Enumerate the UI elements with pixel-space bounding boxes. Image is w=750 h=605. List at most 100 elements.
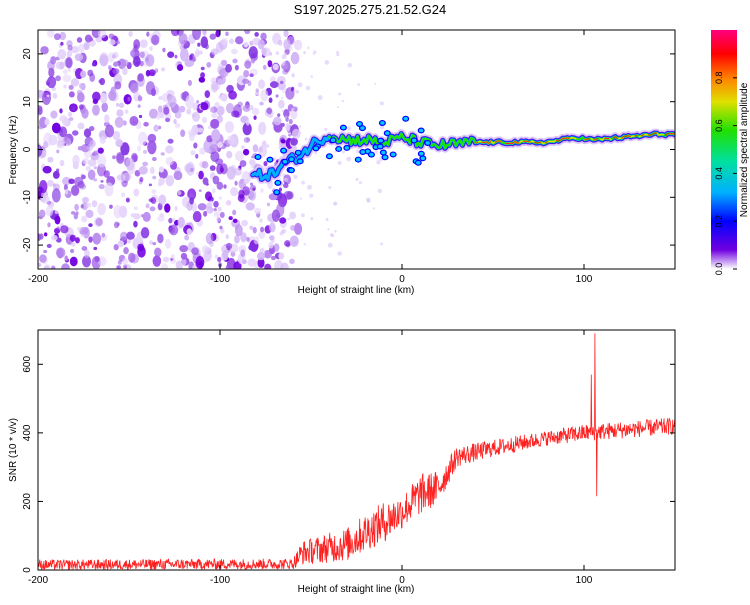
heatmap-sparse-dot (293, 174, 298, 179)
colorbar: 0.0 0.2 0.4 0.6 0.8 Normalized spectral ampl… (711, 30, 750, 275)
heatmap-ridge-blob-core (327, 154, 332, 159)
heatmap-noise-blob (159, 212, 164, 218)
snr-y-tick-label: 600 (22, 356, 33, 373)
heatmap-noise-blob (152, 175, 157, 180)
heatmap-sparse-dot (377, 188, 382, 194)
heatmap-noise-blob (55, 75, 61, 82)
heatmap-noise-blob (234, 180, 238, 186)
heatmap-sparse-dot (299, 197, 302, 200)
heatmap-noise-blob (111, 54, 116, 59)
heatmap-noise-blob (70, 45, 79, 54)
heatmap-ridge-blob-core (378, 144, 383, 149)
heatmap-noise-blob (117, 173, 126, 183)
heatmap-noise-blob (279, 80, 284, 85)
heatmap-noise-blob (223, 184, 227, 189)
heatmap-noise-blob (47, 222, 51, 228)
heatmap-noise-blob (46, 76, 57, 89)
spectrogram-x-ticks: -200 -100 0 100 (28, 30, 593, 285)
heatmap-noise-blob (257, 257, 265, 269)
heatmap-noise-blob (257, 39, 265, 50)
heatmap-noise-blob (293, 39, 303, 51)
heatmap-sparse-dot (372, 207, 375, 210)
heatmap-noise-blob (209, 144, 219, 153)
heatmap-noise-blob (70, 78, 80, 87)
heatmap-noise-blob (97, 30, 107, 39)
heatmap-ridge-blob-core (267, 157, 273, 162)
heatmap-noise-blob (71, 106, 76, 111)
heatmap-noise-blob (76, 37, 83, 43)
heatmap-noise-blob (97, 154, 107, 168)
heatmap-sparse-dot (380, 242, 384, 246)
heatmap-sparse-dot (313, 150, 318, 155)
heatmap-noise-blob (214, 254, 219, 259)
heatmap-ridge-blob-core (380, 121, 385, 125)
heatmap-sparse-dot (337, 160, 342, 165)
heatmap-noise-blob (142, 161, 149, 167)
heatmap-sparse-dot (327, 228, 330, 231)
heatmap-noise-blob (204, 90, 211, 99)
heatmap-noise-blob (275, 94, 279, 98)
heatmap-noise-blob (52, 183, 57, 187)
heatmap-noise-blob (245, 202, 255, 211)
heatmap-noise-blob (145, 203, 150, 209)
heatmap-sparse-dot (336, 50, 339, 54)
heatmap-sparse-dot (310, 217, 314, 221)
heatmap-noise-blob (130, 49, 136, 57)
heatmap-noise-blob (68, 84, 74, 90)
heatmap-noise-blob (249, 225, 254, 230)
heatmap-noise-blob (228, 216, 233, 221)
heatmap-sparse-dot (334, 230, 337, 233)
heatmap-noise-blob (152, 255, 162, 267)
heatmap-noise-blob (125, 197, 130, 203)
heatmap-ridge-blob-core (289, 157, 294, 162)
heatmap-noise-blob (184, 234, 190, 241)
heatmap-noise-blob (51, 87, 56, 91)
heatmap-noise-blob (220, 59, 228, 67)
heatmap-noise-blob (69, 234, 76, 242)
heatmap-noise-blob (75, 237, 80, 244)
heatmap-noise-blob (219, 225, 223, 230)
heatmap-noise-blob (210, 48, 219, 55)
heatmap-noise-blob (273, 116, 282, 126)
heatmap-noise-blob (148, 69, 156, 77)
heatmap-noise-blob (201, 116, 207, 124)
heatmap-noise-blob (225, 264, 233, 269)
heatmap-noise-blob (137, 104, 141, 108)
heatmap-sparse-dot (281, 62, 285, 66)
heatmap-noise-blob (50, 110, 58, 119)
heatmap-sparse-dot (306, 184, 312, 190)
heatmap-noise-blob (114, 81, 122, 90)
heatmap-noise-blob (124, 109, 129, 114)
heatmap-sparse-dot (283, 177, 288, 183)
heatmap-noise-blob (41, 195, 50, 204)
heatmap-noise-blob (269, 222, 276, 233)
heatmap-noise-blob (99, 54, 109, 67)
heatmap-noise-blob (225, 31, 229, 37)
heatmap-noise-blob (167, 51, 175, 59)
heatmap-noise-blob (252, 187, 256, 191)
snr-x-tick-label: 0 (399, 575, 405, 586)
heatmap-noise-blob (217, 256, 222, 263)
heatmap-noise-blob (40, 46, 49, 55)
heatmap-noise-blob (242, 78, 249, 85)
heatmap-noise-blob (241, 219, 248, 227)
heatmap-noise-blob (69, 256, 78, 267)
heatmap-noise-blob (289, 258, 295, 264)
heatmap-noise-blob (38, 233, 42, 241)
heatmap-noise-blob (167, 95, 177, 108)
heatmap-ridge-blob-core (360, 150, 365, 154)
heatmap-noise-blob (157, 105, 163, 113)
heatmap-noise-blob (43, 232, 48, 237)
spectrogram-x-tick-label: -200 (28, 274, 48, 285)
heatmap-sparse-dot (330, 233, 334, 237)
heatmap-ridge-blob-core (344, 146, 350, 150)
heatmap-noise-blob (43, 141, 49, 149)
heatmap-noise-blob (43, 249, 48, 254)
heatmap-noise-blob (46, 94, 50, 98)
heatmap-noise-blob (222, 249, 229, 259)
heatmap-noise-blob (74, 53, 84, 62)
heatmap-noise-blob (94, 256, 100, 263)
heatmap-noise-blob (118, 102, 125, 108)
heatmap-noise-blob (160, 152, 165, 156)
heatmap-noise-blob (283, 109, 290, 119)
